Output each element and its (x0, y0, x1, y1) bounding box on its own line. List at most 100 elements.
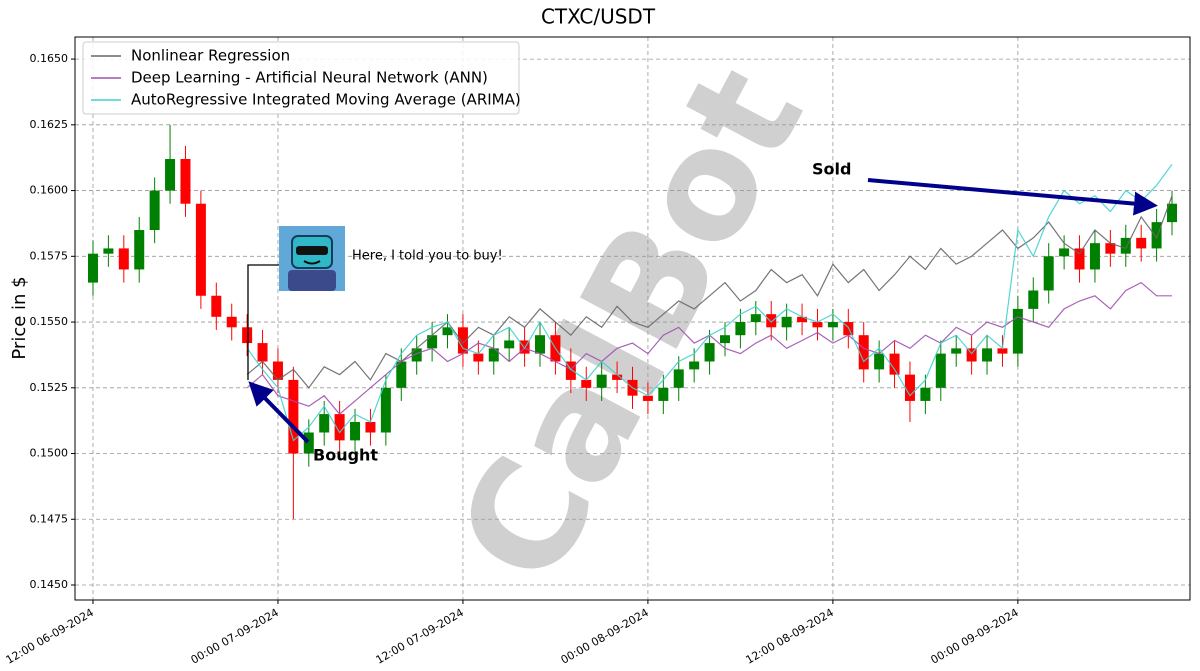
candle-body (1012, 308, 1023, 354)
candle-body (596, 374, 607, 388)
sold-arrow (867, 178, 1158, 216)
candle-body (535, 335, 546, 354)
candle-body (411, 348, 422, 362)
candle-body (272, 361, 283, 380)
candle-body (242, 327, 253, 344)
candle-body (750, 314, 761, 323)
x-tick-label: 12:00 06-09-2024 (4, 606, 96, 667)
candle-body (565, 361, 576, 380)
series-line (246, 163, 1173, 442)
candle-body (288, 379, 299, 454)
legend-label: Nonlinear Regression (131, 47, 290, 65)
candle-body (1167, 203, 1178, 223)
candle-body (827, 322, 838, 328)
candle-body (935, 353, 946, 388)
candle-body (658, 387, 669, 401)
legend: Nonlinear Regression Deep Learning - Arti… (82, 41, 521, 115)
callout-text: Here, I told you to buy! (352, 249, 503, 264)
candle-body (442, 327, 453, 336)
legend-label: Deep Learning - Artificial Neural Networ… (131, 69, 488, 87)
chart-title: CTXC/USDT (541, 5, 656, 29)
y-tick-label: 0.1475 (30, 512, 69, 525)
y-tick-label: 0.1450 (30, 578, 69, 591)
candle-body (211, 295, 222, 317)
candle-body (380, 387, 391, 433)
candle-body (1074, 248, 1085, 270)
candle-body (1151, 222, 1162, 249)
candle-body (504, 340, 515, 349)
candle-body (149, 190, 160, 231)
plot-area: CalBot (75, 37, 1190, 610)
bought-label: Bought (313, 446, 378, 465)
candle-body (689, 361, 700, 370)
x-tick-label: 12:00 08-09-2024 (744, 606, 836, 667)
candle-body (874, 353, 885, 370)
candle-body (519, 340, 530, 354)
candle-body (195, 203, 206, 296)
candle-body (797, 316, 808, 323)
y-tick-label: 0.1550 (30, 315, 69, 328)
candle-body (966, 348, 977, 362)
y-tick-label: 0.1575 (30, 249, 69, 262)
candle-body (719, 335, 730, 344)
legend-box (82, 41, 520, 115)
candle-body (1043, 256, 1054, 291)
y-tick-label: 0.1500 (30, 447, 69, 460)
x-tick-label: 00:00 08-09-2024 (559, 606, 651, 667)
candle-body (704, 343, 715, 362)
robot-icon (279, 226, 345, 291)
candle-body (1089, 243, 1100, 270)
candle-body (1105, 243, 1116, 254)
candle-body (997, 348, 1008, 354)
candle-body (920, 387, 931, 401)
candle-body (427, 335, 438, 349)
candle-body (350, 421, 361, 441)
y-tick-label: 0.1650 (30, 52, 69, 65)
candle-body (766, 314, 777, 328)
candle-body (87, 253, 98, 283)
candle-body (612, 374, 623, 380)
candle-body (103, 248, 114, 254)
bought-arrow (248, 381, 310, 444)
candle-body (319, 414, 330, 433)
y-tick-label: 0.1600 (30, 184, 69, 197)
candle-body (488, 348, 499, 362)
candle-body (473, 353, 484, 362)
candle-body (1136, 237, 1147, 249)
candle-body (812, 322, 823, 328)
candle-body (735, 322, 746, 336)
candle-body (889, 353, 900, 375)
candle-body (673, 369, 684, 388)
y-axis-label: Price in $ (9, 276, 30, 359)
candle-body (982, 348, 993, 362)
candle-body (781, 316, 792, 328)
candle-body (334, 414, 345, 441)
x-tick-label: 12:00 07-09-2024 (374, 606, 466, 667)
candle-body (1028, 290, 1039, 309)
robot-body (288, 270, 336, 291)
candle-body (226, 316, 237, 328)
y-tick-label: 0.1625 (30, 118, 69, 131)
plot-frame (74, 36, 1191, 601)
candle-body (134, 230, 145, 270)
candle-body (904, 374, 915, 401)
candle-body (858, 335, 869, 370)
candle-body (642, 395, 653, 401)
candle-body (1059, 248, 1070, 257)
candle-body (180, 159, 191, 204)
x-tick-label: 00:00 07-09-2024 (189, 606, 281, 667)
candle-body (365, 421, 376, 433)
candle-body (581, 379, 592, 388)
candle-body (257, 343, 268, 362)
candle-body (165, 159, 176, 191)
candle-body (951, 348, 962, 354)
sold-label: Sold (812, 160, 851, 179)
candle-body (396, 361, 407, 388)
candle-body (303, 432, 314, 454)
candle-body (1120, 237, 1131, 254)
robot-smile (303, 260, 321, 265)
robot-glasses (296, 246, 328, 255)
legend-label: AutoRegressive Integrated Moving Average… (131, 91, 521, 109)
candle-body (118, 248, 129, 270)
